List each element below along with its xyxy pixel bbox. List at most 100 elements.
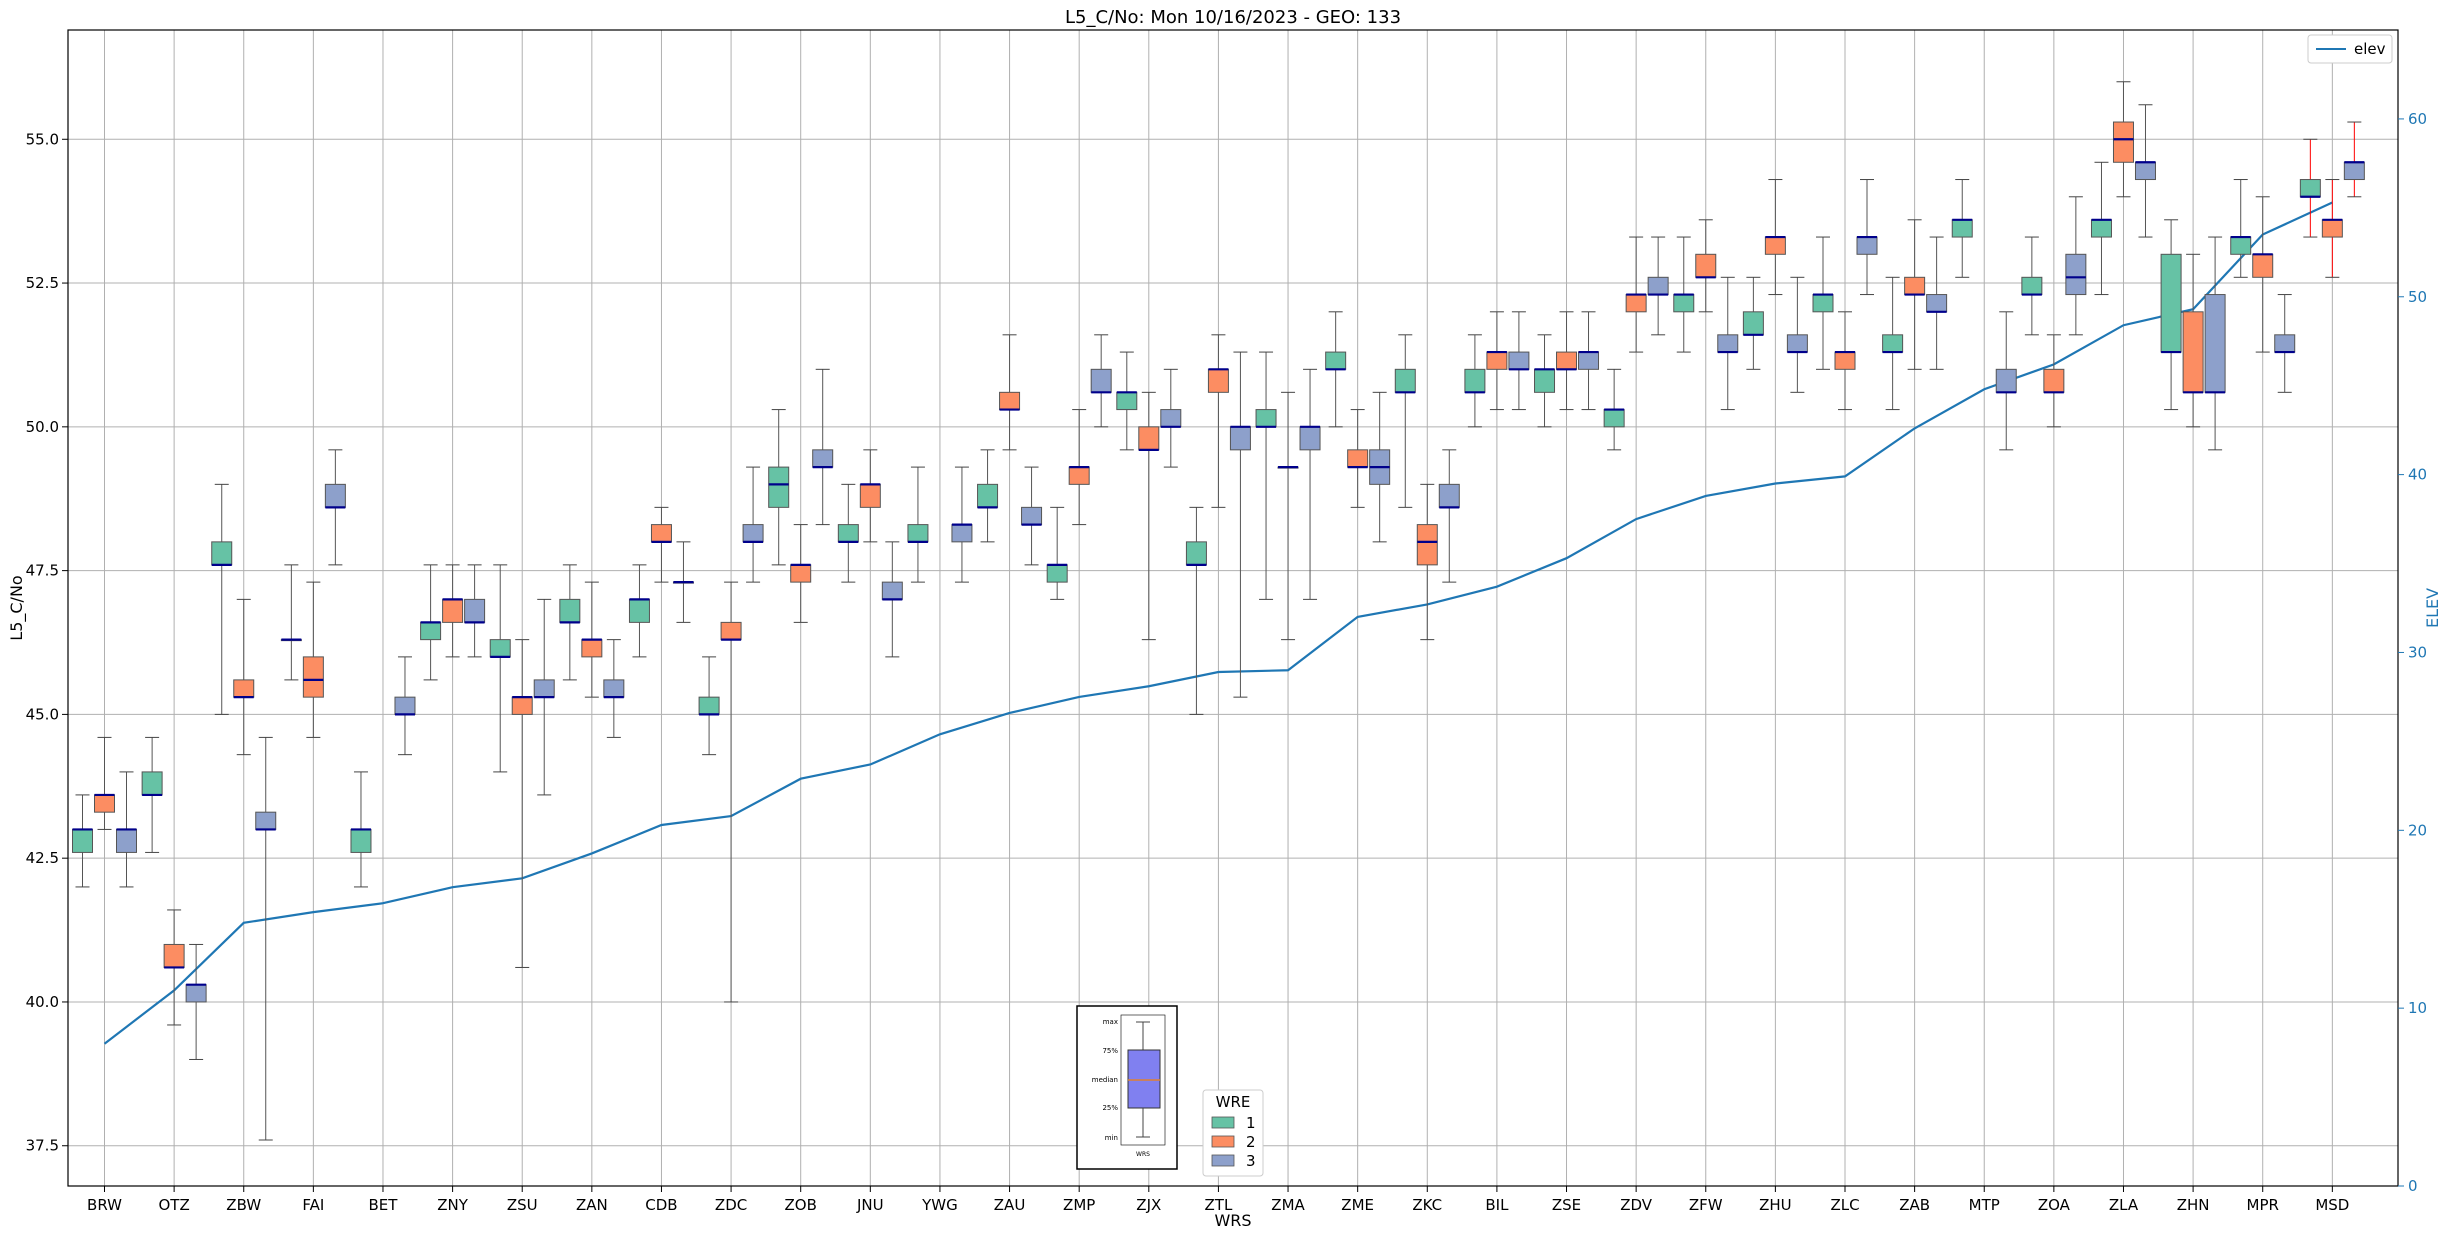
x-tick-label: ZHN <box>2177 1196 2210 1214</box>
x-tick-label: ZJX <box>1136 1196 1161 1214</box>
box-iqr <box>2321 219 2343 238</box>
box-MPR-wre1 <box>2230 179 2252 278</box>
x-tick-label: BIL <box>1485 1196 1509 1214</box>
box-iqr <box>2182 311 2204 393</box>
wre-legend: WRE 123 <box>1202 1089 1264 1177</box>
box-ZFW-wre3 <box>1717 276 1739 411</box>
y2-axis-title: ELEV <box>2423 588 2442 628</box>
box-ZTL-wre1 <box>1185 506 1207 715</box>
box-ZNY-wre2 <box>442 564 464 658</box>
wre-legend-title: WRE <box>1216 1093 1251 1111</box>
box-FAI-wre3 <box>324 449 346 566</box>
box-ZMP-wre3 <box>1090 334 1112 428</box>
box-ZSU-wre2 <box>511 639 533 968</box>
box-iqr <box>837 524 859 543</box>
box-MPR-wre2 <box>2252 196 2274 353</box>
box-iqr <box>1995 368 2017 393</box>
box-iqr <box>302 656 324 698</box>
box-ZNY-wre1 <box>420 564 442 681</box>
y2-tick-label: 30 <box>2408 643 2427 661</box>
box-ZLA-wre1 <box>2090 161 2112 296</box>
box-iqr <box>650 524 672 543</box>
x-axis-title: WRS <box>1214 1211 1251 1230</box>
box-iqr <box>1347 449 1369 468</box>
box-CDB-wre3 <box>672 541 694 623</box>
box-ZME-wre3 <box>1369 391 1391 543</box>
box-ZHN-wre2 <box>2182 253 2204 428</box>
wre-legend-label-3: 3 <box>1246 1152 1256 1170</box>
x-tick-label: BET <box>369 1196 399 1214</box>
box-iqr <box>511 696 533 715</box>
box-iqr <box>1926 294 1948 313</box>
x-tick-label: JNU <box>856 1196 884 1214</box>
box-iqr <box>1068 466 1090 485</box>
box-ZDV-wre3 <box>1647 236 1669 336</box>
box-ZBW-wre2 <box>233 598 255 756</box>
box-key-label: 25% <box>1102 1104 1118 1112</box>
box-iqr <box>1603 409 1625 428</box>
x-tick-label: ZNY <box>437 1196 468 1214</box>
box-iqr <box>1464 368 1486 393</box>
box-ZTL-wre3 <box>1229 351 1251 698</box>
y-tick-label: 45.0 <box>26 705 59 723</box>
box-key-label: 75% <box>1102 1047 1118 1055</box>
box-ZDC-wre3 <box>742 466 764 583</box>
box-ZBW-wre1 <box>211 483 233 715</box>
box-ZMA-wre3 <box>1299 368 1321 600</box>
x-tick-label: OTZ <box>158 1196 189 1214</box>
box-ZOA-wre3 <box>2065 196 2087 336</box>
box-key-box <box>1127 1049 1161 1109</box>
x-tick-label: ZKC <box>1412 1196 1442 1214</box>
box-iqr <box>790 564 812 583</box>
box-ZMP-wre1 <box>1046 506 1068 600</box>
box-iqr <box>163 943 185 968</box>
box-key-label: max <box>1103 1018 1118 1026</box>
box-iqr <box>442 598 464 623</box>
x-tick-label: MSD <box>2315 1196 2349 1214</box>
box-iqr <box>1695 253 1717 278</box>
box-ZMA-wre1 <box>1255 351 1277 600</box>
x-tick-label: ZAU <box>994 1196 1026 1214</box>
box-iqr <box>1325 351 1347 370</box>
box-ZLA-wre2 <box>2112 81 2134 198</box>
box-iqr <box>859 483 881 508</box>
x-tick-label: ZSE <box>1552 1196 1581 1214</box>
box-ZMP-wre2 <box>1068 409 1090 526</box>
box-iqr <box>116 828 137 853</box>
box-ZOA-wre2 <box>2043 334 2065 428</box>
box-iqr <box>2134 161 2156 181</box>
box-iqr <box>1486 351 1508 370</box>
box-ZNY-wre3 <box>464 564 486 658</box>
y2-tick-label: 50 <box>2408 288 2427 306</box>
box-ZLC-wre2 <box>1834 311 1856 411</box>
box-iqr <box>1786 334 1808 353</box>
box-iqr <box>1764 236 1786 255</box>
right-axis: 0 10 20 30 40 50 60 <box>2398 110 2427 1195</box>
box-ZSU-wre3 <box>533 598 555 796</box>
box-ZHU-wre1 <box>1742 276 1764 370</box>
box-iqr <box>1508 351 1530 370</box>
x-tick-label: ZAN <box>576 1196 608 1214</box>
x-tick-label: ZBW <box>226 1196 261 1214</box>
box-ZFW-wre1 <box>1673 236 1695 353</box>
box-iqr <box>881 581 903 600</box>
box-YWG-wre1 <box>907 466 929 583</box>
box-iqr <box>2230 236 2252 255</box>
box-BRW-wre1 <box>72 794 93 888</box>
box-iqr <box>324 483 346 508</box>
box-ZSE-wre2 <box>1556 311 1578 411</box>
box-iqr <box>977 483 999 508</box>
x-tick-label: ZMP <box>1063 1196 1095 1214</box>
box-ZDC-wre2 <box>720 581 742 1003</box>
x-tick-label: ZOB <box>785 1196 817 1214</box>
box-ZAU-wre1 <box>977 449 999 543</box>
box-iqr <box>1717 334 1739 353</box>
box-ZAU-wre3 <box>1021 466 1043 566</box>
box-ZME-wre1 <box>1325 311 1347 428</box>
y2-tick-label: 60 <box>2408 110 2427 128</box>
box-iqr <box>1834 351 1856 370</box>
box-iqr <box>1742 311 1764 336</box>
box-OTZ-wre1 <box>141 736 163 853</box>
box-iqr <box>211 541 233 566</box>
elev-legend-label: elev <box>2354 40 2386 58</box>
